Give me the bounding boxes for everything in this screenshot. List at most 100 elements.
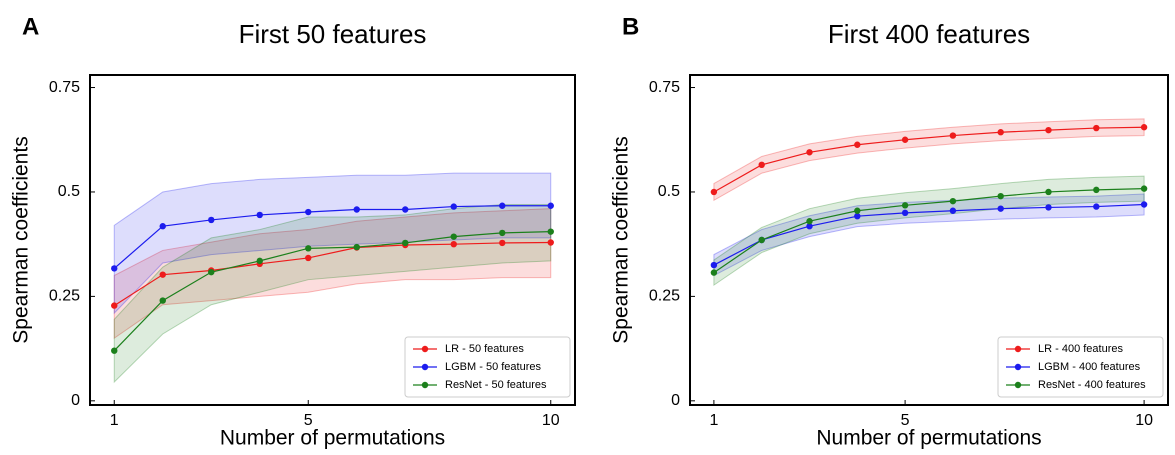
data-point [997, 129, 1004, 136]
legend-swatch-dot [421, 363, 429, 371]
data-point [901, 136, 909, 143]
series-line [113, 241, 551, 307]
series-line [113, 205, 551, 269]
chart-title: First 400 features [828, 19, 1030, 49]
x-tick-label: 5 [304, 412, 313, 429]
data-point [305, 254, 312, 262]
legend-swatch-dot [1014, 363, 1022, 371]
data-point [997, 192, 1004, 200]
data-point [159, 223, 166, 230]
panel: A First 50 features Number of permutations… [10, 13, 576, 450]
data-point [854, 207, 861, 214]
legend-swatch-dot [421, 345, 429, 353]
panel-label: A [22, 13, 39, 40]
data-point [450, 233, 457, 240]
confidence-band [713, 193, 1145, 277]
data-point [997, 205, 1004, 212]
data-point [1140, 124, 1148, 131]
data-point [499, 229, 506, 237]
confidence-band [713, 175, 1145, 287]
data-point [305, 245, 312, 252]
series-line [113, 231, 551, 352]
data-point [1045, 204, 1052, 211]
legend-label: ResNet - 50 features [445, 379, 547, 391]
data-point [499, 239, 506, 247]
y-tick-label: 0.75 [49, 79, 80, 96]
x-tick-label: 10 [1135, 412, 1153, 429]
data-point [806, 218, 813, 225]
legend-box [997, 336, 1164, 398]
data-point [901, 202, 909, 209]
x-tick-label: 1 [110, 412, 119, 429]
panel: B First 400 features Number of permutation… [610, 13, 1169, 450]
x-axis-label: Number of permutations [816, 427, 1041, 450]
data-point [305, 208, 312, 216]
legend: LR - 50 features LGBM - 50 features ResNet… [404, 336, 571, 398]
y-tick-label: 0.75 [649, 79, 680, 96]
data-point [111, 302, 118, 309]
data-point [1045, 126, 1052, 134]
x-axis-label: Number of permutations [220, 427, 445, 450]
data-point [1093, 186, 1100, 194]
legend-label: LGBM - 50 features [445, 361, 541, 373]
legend-label: LR - 400 features [1038, 343, 1123, 355]
series-line [713, 188, 1145, 274]
data-point [353, 206, 360, 213]
data-point [949, 132, 957, 139]
data-point [450, 240, 457, 248]
confidence-band [713, 118, 1145, 202]
chart-title: First 50 features [239, 19, 427, 49]
data-point [111, 265, 118, 272]
plot-frame [89, 74, 576, 406]
data-point [710, 188, 718, 196]
data-point [256, 211, 263, 219]
legend-label: LGBM - 400 features [1038, 361, 1141, 373]
data-point [854, 141, 861, 148]
data-point [402, 206, 409, 213]
data-point [949, 207, 957, 214]
legend-box [404, 336, 571, 398]
data-point [949, 197, 957, 205]
data-point [854, 212, 861, 220]
data-point [1140, 185, 1148, 192]
legend-label: ResNet - 400 features [1038, 379, 1146, 391]
x-tick-label: 1 [709, 412, 718, 429]
data-point [450, 203, 457, 210]
data-point [547, 239, 554, 246]
data-point [499, 202, 506, 209]
plot-frame [689, 74, 1169, 406]
data-point [901, 209, 909, 217]
data-point [159, 271, 166, 278]
x-tick-label: 10 [542, 412, 560, 429]
data-point [758, 236, 765, 244]
legend: LR - 400 features LGBM - 400 features ResN… [997, 336, 1164, 398]
data-point [758, 161, 765, 169]
data-point [806, 223, 813, 230]
legend-label: LR - 50 features [445, 343, 524, 355]
data-point [710, 269, 718, 276]
y-tick-label: 0.25 [649, 288, 680, 305]
legend-swatch-dot [421, 381, 429, 389]
confidence-band [113, 172, 552, 315]
data-point [208, 216, 215, 224]
data-point [208, 268, 215, 276]
data-point [159, 297, 166, 304]
confidence-band [113, 203, 552, 384]
y-axis-label: Spearman coefficients [10, 136, 33, 343]
data-point [547, 228, 554, 235]
x-tick-label: 5 [901, 412, 910, 429]
data-point [111, 347, 118, 354]
series-line [713, 126, 1145, 193]
data-point [710, 261, 718, 269]
y-tick-label: 0.25 [49, 288, 80, 305]
data-point [1045, 188, 1052, 196]
data-point [1093, 203, 1100, 210]
data-point [402, 239, 409, 247]
data-point [256, 257, 263, 265]
data-point [1140, 201, 1148, 208]
legend-swatch-dot [1014, 345, 1022, 353]
panel-label: B [622, 13, 639, 40]
y-axis-label: Spearman coefficients [610, 136, 633, 343]
y-tick-label: 0 [71, 392, 80, 409]
